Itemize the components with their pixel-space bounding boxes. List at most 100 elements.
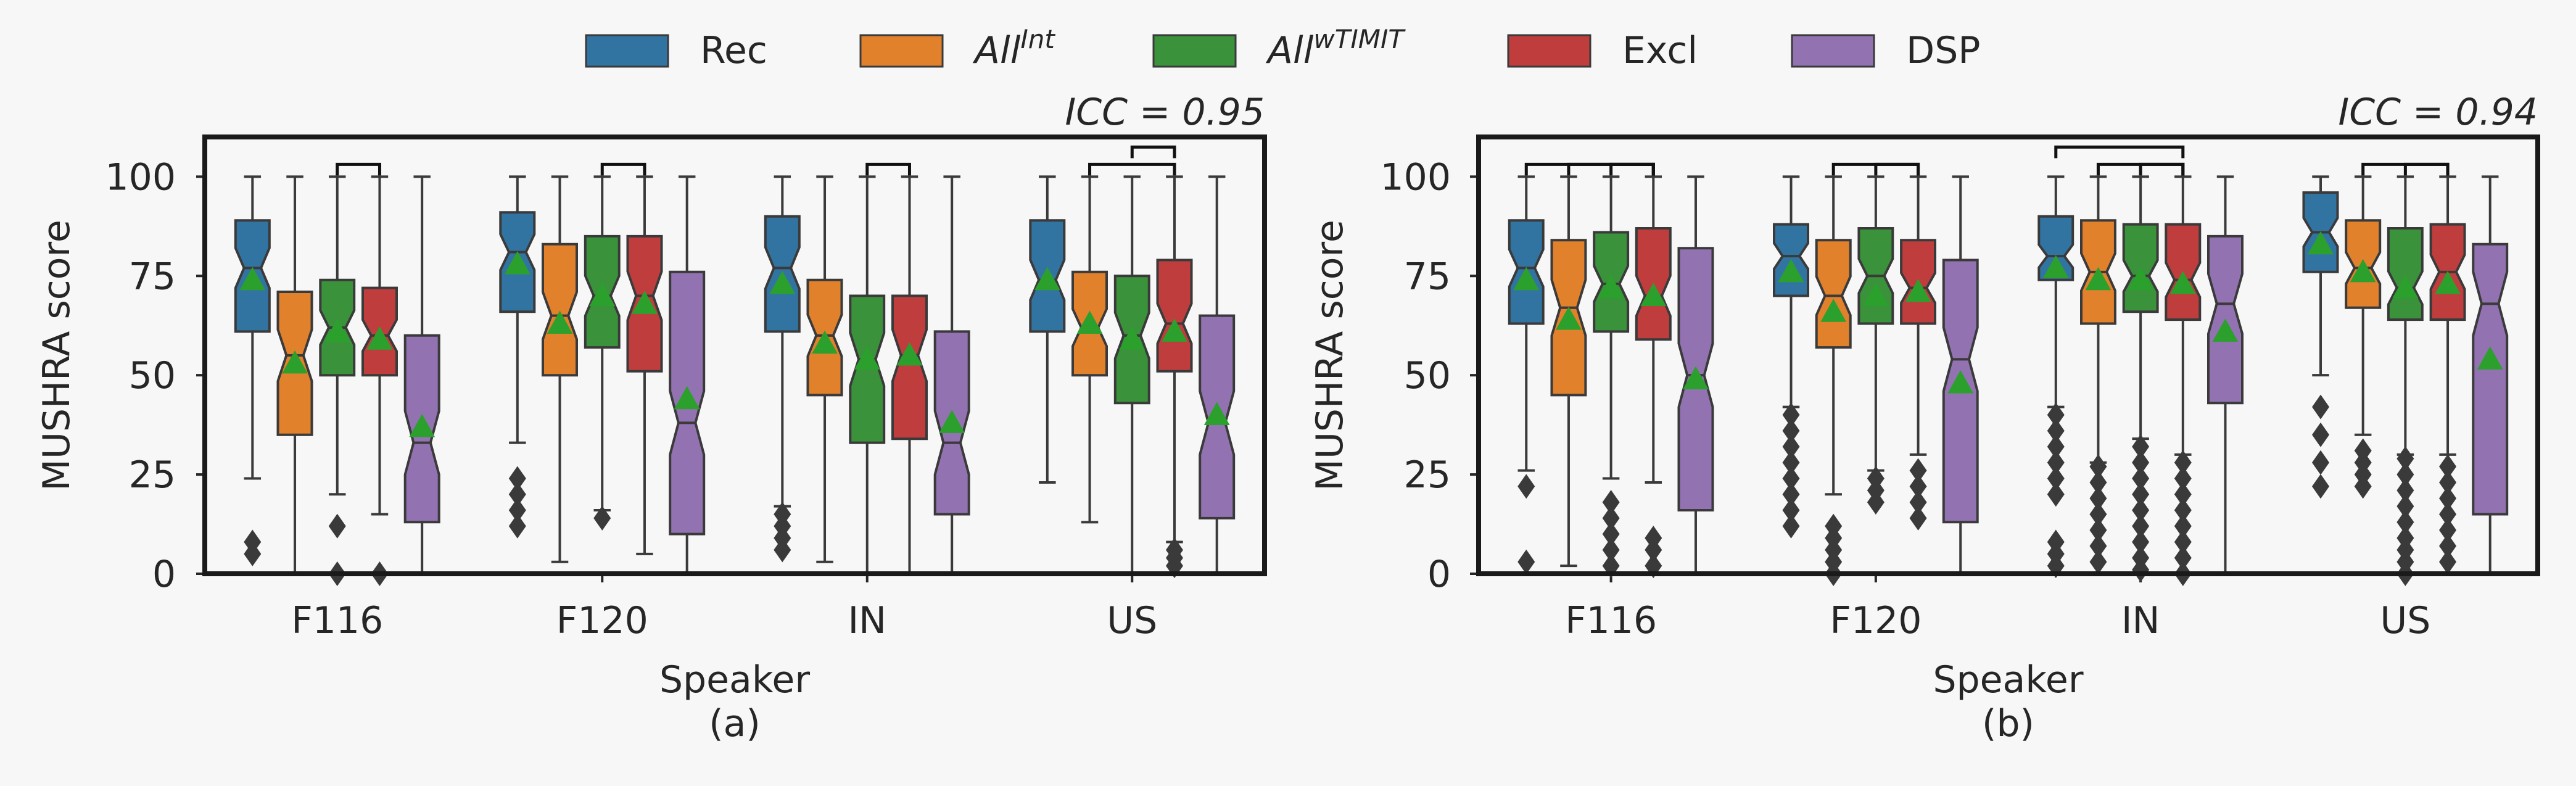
x-tick-label: IN [2121,599,2160,642]
flier-marker [1782,402,1800,428]
significance-bracket [2403,162,2450,176]
box-1-2 [2080,175,2116,574]
flier-marker [2132,513,2150,539]
x-tick-label: F116 [291,599,383,642]
flier-marker [1602,505,1620,531]
mean-marker [2212,318,2239,342]
mean-marker [1203,402,1230,426]
flier-marker [1602,490,1620,515]
box-4-1 [1942,175,1979,575]
x-tick-label: US [1107,599,1157,642]
mean-marker [589,283,616,306]
significance-bracket [2054,145,2185,159]
flier-marker [2132,466,2150,491]
flier-marker [2439,533,2457,558]
mean-marker [2128,267,2153,291]
box-2-3 [2387,175,2424,586]
mean-marker [2308,231,2334,255]
flier-marker [2174,513,2192,539]
y-tick-label: 25 [129,453,176,497]
flier-marker [2089,454,2107,479]
flier-marker [2047,450,2065,475]
flier-marker [1782,418,1800,444]
flier-marker [2174,466,2192,491]
y-tick-label: 0 [1427,553,1451,596]
significance-bracket [1609,162,1655,176]
y-tick-label: 25 [1404,453,1451,497]
flier-marker [2312,394,2330,420]
flier-marker [2312,450,2330,475]
flier-marker [508,466,526,491]
flier-marker [244,529,262,555]
legend-swatch-1 [859,34,944,68]
flier-marker [2396,446,2414,471]
mean-marker [409,413,436,437]
box-2-2 [849,175,886,575]
panel-caption: (b) [1982,702,2034,745]
flier-marker [2174,450,2192,475]
flier-marker [2174,482,2192,507]
flier-marker [2312,474,2330,499]
box-3-1 [1900,175,1936,531]
mean-marker [939,410,965,433]
flier-marker [508,482,526,507]
mean-marker [366,326,393,350]
flier-marker [1782,434,1800,460]
flier-marker [2132,450,2150,475]
mean-marker [2350,259,2376,283]
box-0-3 [1029,175,1066,484]
flier-marker [774,502,791,527]
x-tick-label: F116 [1565,599,1657,642]
mean-marker [282,350,308,374]
box-body [1156,259,1193,373]
box-3-1 [626,175,663,555]
mean-marker [632,291,658,314]
mean-marker [1556,307,1582,330]
plot-frame [1476,134,2540,576]
flier-marker [1602,537,1620,563]
box-1-2 [806,175,843,563]
mean-marker [2085,267,2112,291]
flier-marker [1517,474,1535,499]
legend-superscript-1: Int [1020,24,1055,54]
mean-marker [504,250,530,275]
flier-marker [2439,454,2457,479]
flier-marker [1909,490,1927,515]
legend-label-1: AllInt [972,24,1055,73]
flier-marker [2354,438,2372,463]
flier-marker [2439,470,2457,495]
flier-marker [2174,529,2192,555]
flier-marker [2174,545,2192,571]
panel-a: 0 25 50 75 100 MUSHRA score F116 F120 IN US Speake… [35,91,1267,745]
x-tick-label: F120 [556,599,648,642]
y-tick-label: 50 [1404,354,1451,397]
mean-marker [1640,283,1667,306]
flier-marker [2396,478,2414,503]
x-tick-label: US [2380,599,2430,642]
mean-marker [1162,318,1187,342]
legend-label-3: Excl [1622,29,1698,72]
significance-bracket [1874,162,1920,176]
box-2-1 [1857,175,1894,515]
box-2-1 [584,175,621,531]
x-tick-label: IN [848,599,886,642]
plot-frame [202,134,1267,576]
box-1-0 [1550,175,1587,568]
panel-caption: (a) [709,702,761,745]
significance-bracket [600,162,646,176]
mean-marker [896,342,923,366]
flier-marker [2089,549,2107,574]
significance-bracket [1088,162,1176,176]
mean-marker [674,386,700,410]
box-3-0 [1635,175,1672,579]
flier-marker [2047,434,2065,460]
mean-marker [1905,278,1931,302]
flier-marker [2047,482,2065,507]
flier-marker [2089,518,2107,543]
flier-marker [2174,498,2192,523]
box-2-0 [319,175,356,586]
box-1-3 [1071,175,1108,524]
box-0-3 [2302,175,2339,499]
